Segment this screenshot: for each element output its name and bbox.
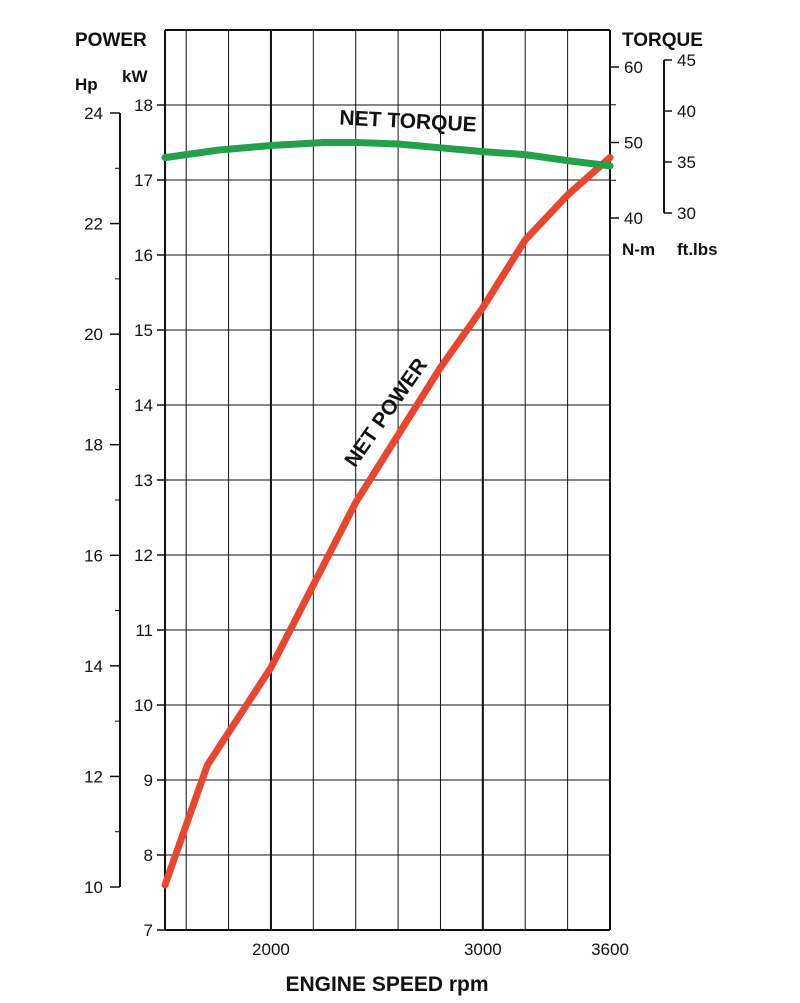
kw-tick-label: 15 [134,321,153,340]
net-power-point [313,585,314,586]
x-tick-label: 2000 [252,940,290,959]
kw-tick-label: 11 [135,621,153,640]
net-torque-point [482,151,483,152]
ftlbs-unit-label: ft.lbs [677,240,718,259]
power-axis-title: POWER [75,30,147,51]
net-torque-point [610,165,611,166]
nm-unit-label: N-m [622,240,655,259]
x-axis-label: ENGINE SPEED rpm [285,973,488,996]
kw-tick-label: 17 [134,171,153,190]
nm-tick-label: 40 [624,209,643,228]
chart-series [161,139,614,889]
hp-tick-label: 24 [84,104,103,123]
kw-tick-label: 9 [144,771,153,790]
ftlbs-tick-label: 35 [677,153,696,172]
kw-tick-label: 8 [144,846,153,865]
net-torque-point [440,147,441,148]
net-power-line [161,154,614,889]
ftlbs-tick-label: 30 [677,204,696,223]
hp-tick-label: 10 [84,878,103,897]
net-torque-point [567,160,568,161]
hp-unit-label: Hp [75,75,98,94]
net-power-point [440,367,441,368]
net-power-point [270,667,271,668]
kw-tick-label: 10 [134,696,153,715]
ftlbs-tick-label: 45 [677,51,696,70]
net-power-point [567,195,568,196]
chart-grid [164,29,611,931]
nm-tick-label: 60 [624,58,643,77]
ftlbs-tick-label: 40 [677,102,696,121]
net-torque-point [165,157,166,158]
kw-tick-label: 7 [144,921,153,940]
net-torque-point [525,154,526,155]
net-power-point [482,307,483,308]
net-torque-point [398,144,399,145]
kw-tick-label: 12 [134,546,153,565]
x-tick-label: 3000 [464,940,502,959]
torque-axis-title: TORQUE [622,30,703,51]
net-torque-label: NET TORQUE [339,106,477,136]
kw-tick-label: 14 [134,396,153,415]
net-power-point [207,765,208,766]
net-power-point [398,435,399,436]
net-power-point [355,502,356,503]
net-torque-point [323,142,324,143]
kw-tick-label: 16 [134,246,153,265]
hp-tick-label: 14 [84,657,103,676]
hp-tick-label: 12 [84,767,103,786]
hp-tick-label: 18 [84,436,103,455]
net-power-point [525,240,526,241]
hp-tick-label: 16 [84,546,103,565]
nm-tick-label: 50 [624,134,643,153]
net-power-point [165,885,166,886]
net-torque-point [217,150,218,151]
net-power-point [610,157,611,158]
net-torque-point [270,145,271,146]
x-tick-label: 3600 [591,940,629,959]
hp-tick-label: 20 [84,325,103,344]
hp-tick-label: 22 [84,215,103,234]
kw-tick-label: 13 [134,471,153,490]
net-torque-point [355,142,356,143]
net-torque-line [161,139,614,170]
chart-axes: 7 8 9 10 11 12 13 14 15 16 17 18 10 12 14 16 18 20 22 24 40 5… [84,51,696,959]
kw-tick-label: 18 [134,96,153,115]
kw-unit-label: kW [122,67,148,86]
